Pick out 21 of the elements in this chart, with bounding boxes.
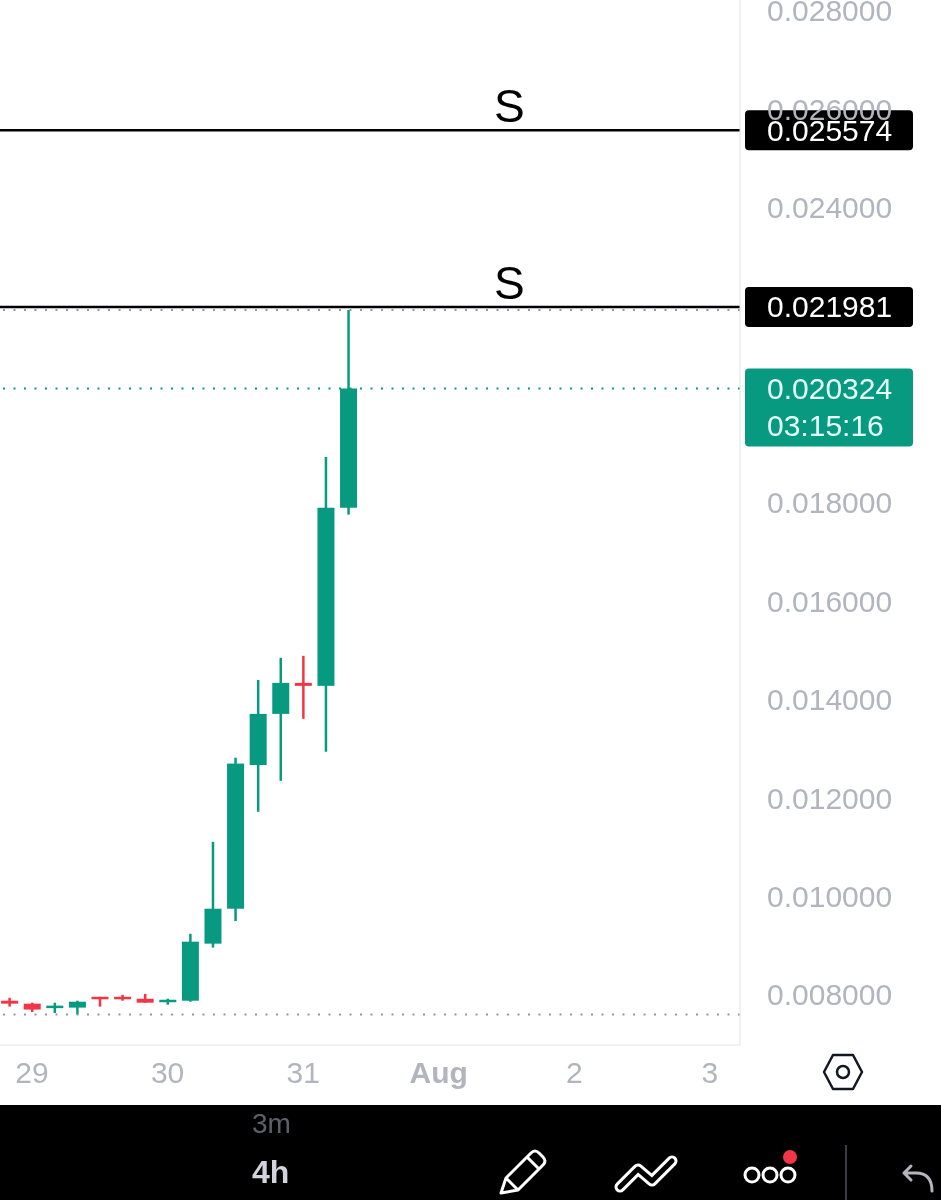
x-tick-label: 29 [15,1055,49,1089]
x-tick-label: 3 [701,1055,719,1089]
y-tick-label: 0.018000 [767,486,893,520]
y-tick-label: 0.012000 [767,781,893,815]
candlestick [294,654,312,721]
toolbar: 3m 4h [0,1105,941,1200]
annotation: S [493,256,525,309]
y-tick-label: 0.008000 [767,978,893,1012]
y-tick-label: 0.024000 [767,191,893,225]
ref-line-label: 0.020324 [767,371,893,405]
y-tick-label: 0.016000 [767,584,893,618]
y-tick-label: 0.014000 [767,683,893,717]
x-tick-label: 30 [150,1055,185,1089]
text: 03:15:16 [767,408,884,442]
y-tick-label: 0.010000 [767,879,893,913]
annotation: S [493,80,525,133]
x-tick-label: 2 [565,1055,583,1089]
x-tick-label: Aug [409,1055,468,1089]
ref-line-label: 0.021981 [767,290,893,324]
x-tick-label: 31 [286,1055,320,1089]
y-tick-label: 0.028000 [767,0,893,28]
